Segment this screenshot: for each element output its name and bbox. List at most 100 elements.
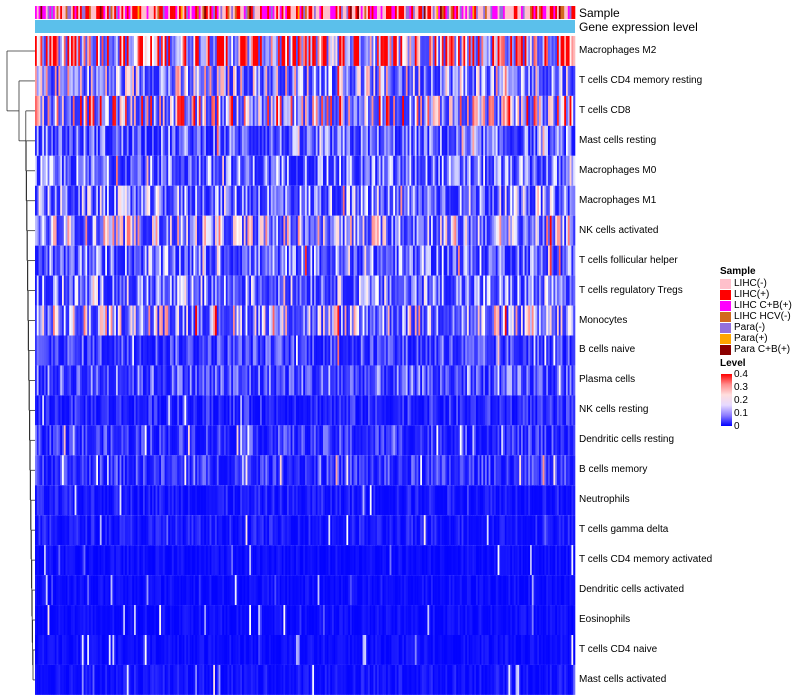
heatmap-cell	[571, 425, 574, 456]
heatmap-cell	[243, 155, 246, 186]
heatmap-cell	[182, 455, 185, 486]
heatmap-cell	[450, 395, 453, 426]
heatmap-cell	[404, 215, 407, 246]
heatmap-cell	[323, 125, 326, 156]
heatmap-cell	[227, 155, 230, 186]
heatmap-cell	[269, 95, 272, 126]
heatmap-cell	[45, 395, 48, 426]
heatmap-cell	[132, 125, 135, 156]
heatmap-cell	[548, 365, 551, 396]
heatmap-cell	[564, 305, 567, 336]
heatmap-cell	[143, 425, 146, 456]
heatmap-cell	[368, 395, 371, 426]
heatmap-cell	[272, 36, 275, 66]
heatmap-cell	[148, 425, 151, 456]
heatmap-cell	[490, 455, 493, 486]
heatmap-cell	[251, 215, 254, 246]
heatmap-cell	[171, 185, 174, 216]
heatmap-cell	[465, 365, 468, 396]
heatmap-cell	[166, 395, 169, 426]
heatmap-cell	[348, 185, 351, 216]
heatmap-cell	[501, 65, 504, 96]
heatmap-cell	[155, 125, 158, 156]
heatmap-cell	[155, 36, 158, 66]
heatmap-cell	[402, 125, 405, 156]
heatmap-cell	[44, 275, 47, 306]
sample-annotation-cell	[188, 6, 191, 19]
heatmap-cell	[211, 185, 214, 216]
heatmap-cell	[359, 245, 362, 276]
heatmap-cell	[506, 305, 509, 336]
heatmap-cell	[422, 455, 425, 486]
heatmap-cell	[342, 455, 345, 486]
heatmap-cell	[49, 36, 52, 66]
heatmap-cell	[557, 185, 560, 216]
heatmap-cell	[366, 335, 369, 366]
heatmap-cell	[517, 215, 520, 246]
heatmap-cell	[386, 155, 389, 186]
heatmap-cell	[346, 215, 349, 246]
heatmap-cell	[290, 425, 293, 456]
heatmap-cell	[279, 125, 282, 156]
heatmap-cell	[245, 245, 248, 276]
heatmap-cell	[152, 365, 155, 396]
heatmap-cell	[173, 125, 176, 156]
sample-annotation-cell	[474, 6, 477, 19]
heatmap-cell	[450, 185, 453, 216]
heatmap-cell	[458, 365, 461, 396]
heatmap-cell	[486, 395, 489, 426]
heatmap-cell	[155, 155, 158, 186]
heatmap-cell	[139, 155, 142, 186]
heatmap-cell	[42, 155, 45, 186]
heatmap-cell	[49, 95, 52, 126]
heatmap-cell	[348, 335, 351, 366]
heatmap-cell	[382, 36, 385, 66]
heatmap-cell	[53, 275, 56, 306]
heatmap-cell	[207, 185, 210, 216]
heatmap-cell	[65, 425, 68, 456]
heatmap-cell	[319, 65, 322, 96]
heatmap-cell	[495, 185, 498, 216]
heatmap-cell	[247, 305, 250, 336]
sample-annotation-cell	[155, 6, 158, 19]
heatmap-cell	[233, 125, 236, 156]
heatmap-cell	[560, 245, 563, 276]
heatmap-cell	[337, 125, 340, 156]
heatmap-cell	[51, 125, 54, 156]
heatmap-cell	[94, 155, 97, 186]
heatmap-cell	[238, 335, 241, 366]
heatmap-cell	[126, 335, 129, 366]
heatmap-cell	[445, 425, 448, 456]
heatmap-cell	[441, 36, 444, 66]
sample-annotation-cell	[335, 6, 338, 19]
heatmap-cell	[330, 125, 333, 156]
heatmap-cell	[503, 395, 506, 426]
heatmap-cell	[146, 335, 149, 366]
heatmap-cell	[513, 275, 516, 306]
heatmap-cell	[317, 95, 320, 126]
heatmap-cell	[348, 155, 351, 186]
heatmap-cell	[301, 455, 304, 486]
sample-annotation-cell	[387, 6, 390, 19]
heatmap-cell	[94, 485, 97, 516]
heatmap-cell	[391, 65, 394, 96]
heatmap-cell	[297, 305, 300, 336]
heatmap-cell	[186, 215, 189, 246]
sample-annotation-cell	[456, 6, 459, 19]
heatmap-cell	[396, 425, 399, 456]
heatmap-cell	[195, 335, 198, 366]
heatmap-cell	[231, 455, 234, 486]
heatmap-cell	[438, 65, 441, 96]
heatmap-cell	[157, 245, 160, 276]
heatmap-cell	[526, 275, 529, 306]
heatmap-cell	[425, 95, 428, 126]
heatmap-cell	[521, 395, 524, 426]
sample-annotation-cell	[247, 6, 250, 19]
heatmap-cell	[546, 155, 549, 186]
heatmap-cell	[314, 305, 317, 336]
heatmap-cell	[130, 335, 133, 366]
heatmap-cell	[67, 215, 70, 246]
heatmap-cell	[420, 305, 423, 336]
heatmap-cell	[319, 425, 322, 456]
heatmap-cell	[569, 245, 572, 276]
